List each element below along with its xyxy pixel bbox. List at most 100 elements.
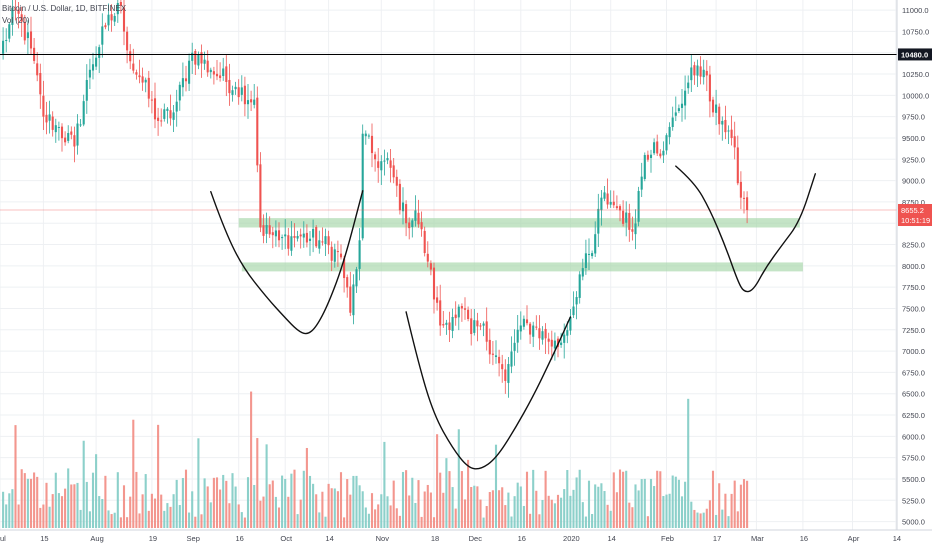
candle-body (392, 165, 395, 178)
candle-body (476, 320, 479, 327)
volume-bar (374, 509, 377, 528)
volume-bar (20, 469, 23, 528)
price-tick-label: 5750.0 (902, 454, 925, 463)
candle-body (144, 79, 147, 83)
volume-bar (705, 508, 708, 528)
volume-bar (680, 496, 684, 528)
time-tick-label: 14 (893, 534, 901, 543)
volume-bar (439, 472, 442, 528)
volume-bar (467, 459, 470, 528)
volume-bar (733, 480, 736, 528)
volume-bar (702, 512, 705, 528)
candle-body (684, 90, 687, 106)
volume-bar (110, 514, 113, 528)
candle-body (246, 100, 250, 105)
price-tick-label: 9750.0 (902, 113, 925, 122)
price-tick-label: 10000.0 (902, 91, 929, 100)
drawings[interactable] (210, 165, 816, 470)
candle-body (600, 197, 603, 211)
volume-bar (535, 490, 538, 528)
candle-body (674, 112, 677, 116)
volume-bar (600, 483, 603, 528)
candle-body (299, 234, 302, 237)
candle-body (507, 364, 510, 383)
volume-bar (302, 470, 305, 528)
volume-bar (572, 489, 575, 528)
candle-body (426, 253, 429, 262)
candle-body (287, 235, 290, 249)
candle-body (587, 253, 591, 255)
candle-body (510, 351, 513, 367)
candle-body (643, 155, 646, 179)
candle-body (414, 210, 417, 221)
time-tick-label: 15 (40, 534, 48, 543)
volume-bar (625, 470, 628, 528)
support-zones[interactable] (238, 218, 803, 272)
price-axis[interactable]: 11000.010750.010500.010250.010000.09750.… (896, 0, 932, 530)
candle-body (408, 222, 411, 229)
volume-bar (206, 486, 209, 528)
volume-bar (237, 504, 240, 528)
volume-bar (603, 491, 606, 528)
time-tick-label: 14 (608, 534, 616, 543)
candle-body (581, 268, 584, 277)
candle-body (609, 201, 612, 205)
volume-bar (116, 472, 119, 528)
volume-bar (157, 424, 160, 528)
candle-body (377, 161, 380, 168)
candle-body (281, 237, 284, 239)
volume-bar (293, 469, 296, 528)
volume-indicator-label[interactable]: Vol (20) (2, 16, 30, 25)
volume-bar (253, 484, 256, 528)
volume-bar (113, 512, 116, 528)
candle-body (2, 40, 5, 54)
volume-bar (445, 458, 448, 528)
volume-bar (64, 488, 67, 528)
candle-body (11, 7, 14, 25)
candle-body (547, 338, 550, 342)
volume-bar (315, 494, 318, 528)
candle-body (138, 75, 141, 78)
candle-body (172, 112, 175, 120)
candle-body (522, 318, 525, 327)
volume-bar (405, 470, 408, 528)
support-zone-1 (238, 218, 800, 228)
candle-body (14, 7, 17, 11)
symbol-title[interactable]: Bitcoin / U.S. Dollar, 1D, BITFINEX (2, 4, 127, 13)
candle-body (498, 356, 501, 364)
volume-bar (147, 510, 150, 528)
volume-bar (57, 493, 60, 528)
price-tick-label: 10250.0 (902, 70, 929, 79)
volume-bar (228, 503, 231, 528)
volume-bar (513, 496, 516, 528)
volume-bar (98, 496, 101, 528)
candle-body (95, 57, 98, 67)
candle-body (622, 210, 625, 224)
candle-body (467, 309, 470, 320)
volume-bar (473, 485, 476, 528)
time-axis[interactable]: Jul 15 Aug 19 Sep 16 Oct 14 Nov 18 Dec 16 2020 14 Feb 1… (0, 529, 932, 543)
candle-body (640, 176, 643, 190)
candle-body (330, 246, 333, 261)
volume-bar (662, 496, 665, 528)
volume-bar (5, 504, 8, 528)
horizontal-line-badge (898, 48, 932, 61)
price-tick-label: 7250.0 (902, 326, 925, 335)
volume-bar (646, 516, 649, 528)
volume-bar (85, 481, 88, 528)
support-zone-2 (241, 262, 803, 272)
candle-body (135, 72, 138, 75)
candle-body (318, 240, 321, 249)
candle-body (516, 329, 519, 343)
candle-body (572, 306, 575, 316)
volume-bar (259, 500, 262, 528)
candle-body (718, 106, 721, 125)
candle-body (122, 7, 126, 32)
candle-body (355, 269, 358, 287)
candle-body (646, 154, 649, 160)
volume-bar (240, 512, 243, 528)
candle-body (711, 99, 715, 113)
candle-body (234, 86, 237, 90)
